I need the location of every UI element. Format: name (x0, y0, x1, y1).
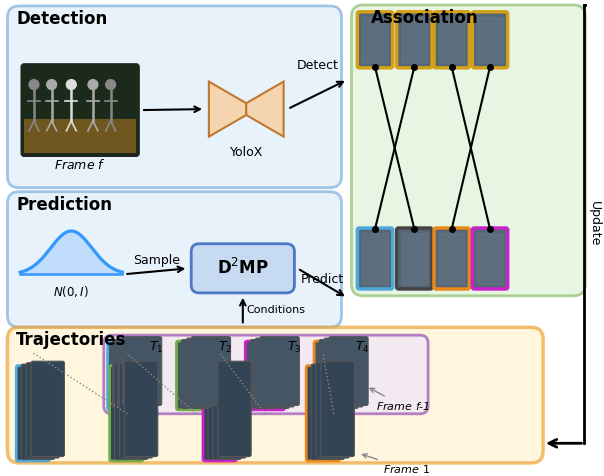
Text: $T_4$: $T_4$ (355, 339, 370, 355)
Bar (24, 67, 136, 119)
FancyBboxPatch shape (186, 338, 226, 407)
FancyBboxPatch shape (176, 341, 216, 410)
Circle shape (88, 79, 98, 89)
FancyBboxPatch shape (208, 364, 242, 459)
Text: Conditions: Conditions (247, 305, 306, 315)
FancyBboxPatch shape (21, 64, 139, 156)
Text: $N(0,I)$: $N(0,I)$ (53, 284, 89, 299)
Text: Frame $f$-1: Frame $f$-1 (370, 388, 430, 412)
FancyBboxPatch shape (7, 192, 342, 327)
FancyBboxPatch shape (203, 366, 236, 461)
FancyBboxPatch shape (358, 228, 393, 289)
FancyBboxPatch shape (314, 341, 353, 410)
FancyBboxPatch shape (306, 366, 339, 461)
FancyBboxPatch shape (218, 361, 251, 456)
FancyBboxPatch shape (123, 337, 162, 406)
FancyBboxPatch shape (397, 12, 432, 68)
FancyBboxPatch shape (115, 364, 148, 459)
Text: $T_2$: $T_2$ (218, 339, 232, 355)
Circle shape (47, 79, 57, 89)
Circle shape (66, 79, 76, 89)
FancyBboxPatch shape (120, 363, 153, 458)
FancyBboxPatch shape (191, 244, 294, 293)
FancyBboxPatch shape (31, 361, 65, 456)
Text: Prediction: Prediction (16, 196, 112, 214)
FancyBboxPatch shape (124, 361, 158, 456)
FancyBboxPatch shape (118, 338, 157, 407)
FancyBboxPatch shape (319, 339, 358, 408)
Text: Detection: Detection (16, 10, 108, 28)
FancyBboxPatch shape (321, 361, 355, 456)
FancyBboxPatch shape (311, 364, 344, 459)
FancyBboxPatch shape (7, 327, 543, 463)
Text: $T_3$: $T_3$ (286, 339, 301, 355)
FancyBboxPatch shape (434, 12, 469, 68)
FancyBboxPatch shape (472, 12, 508, 68)
Bar (24, 119, 136, 153)
Text: Frame $f$: Frame $f$ (54, 158, 106, 172)
Circle shape (106, 79, 115, 89)
FancyBboxPatch shape (316, 363, 350, 458)
FancyBboxPatch shape (245, 341, 284, 410)
FancyBboxPatch shape (358, 12, 393, 68)
FancyBboxPatch shape (329, 337, 368, 406)
FancyBboxPatch shape (112, 339, 152, 408)
FancyBboxPatch shape (108, 341, 147, 410)
FancyBboxPatch shape (434, 228, 469, 289)
Text: Detect: Detect (297, 59, 338, 72)
FancyBboxPatch shape (324, 338, 363, 407)
Text: $T_1$: $T_1$ (149, 339, 163, 355)
Polygon shape (209, 81, 246, 137)
FancyBboxPatch shape (260, 337, 300, 406)
FancyBboxPatch shape (104, 335, 428, 414)
Text: Predict: Predict (301, 273, 344, 286)
Text: Update: Update (588, 201, 602, 247)
FancyBboxPatch shape (352, 5, 585, 296)
FancyBboxPatch shape (16, 366, 50, 461)
FancyBboxPatch shape (472, 228, 508, 289)
Text: Association: Association (371, 9, 479, 27)
FancyBboxPatch shape (191, 337, 231, 406)
FancyBboxPatch shape (213, 363, 246, 458)
FancyBboxPatch shape (255, 338, 294, 407)
Text: D$^2$MP: D$^2$MP (217, 258, 269, 278)
FancyBboxPatch shape (21, 364, 54, 459)
Text: Trajectories: Trajectories (16, 331, 127, 349)
FancyBboxPatch shape (181, 339, 220, 408)
Text: Frame $1$: Frame $1$ (362, 454, 430, 475)
Text: YoloX: YoloX (230, 147, 263, 159)
FancyBboxPatch shape (26, 363, 60, 458)
Text: Sample: Sample (133, 254, 180, 268)
FancyBboxPatch shape (7, 6, 342, 188)
FancyBboxPatch shape (397, 228, 432, 289)
FancyBboxPatch shape (110, 366, 143, 461)
FancyBboxPatch shape (250, 339, 289, 408)
Polygon shape (246, 81, 284, 137)
Circle shape (29, 79, 39, 89)
